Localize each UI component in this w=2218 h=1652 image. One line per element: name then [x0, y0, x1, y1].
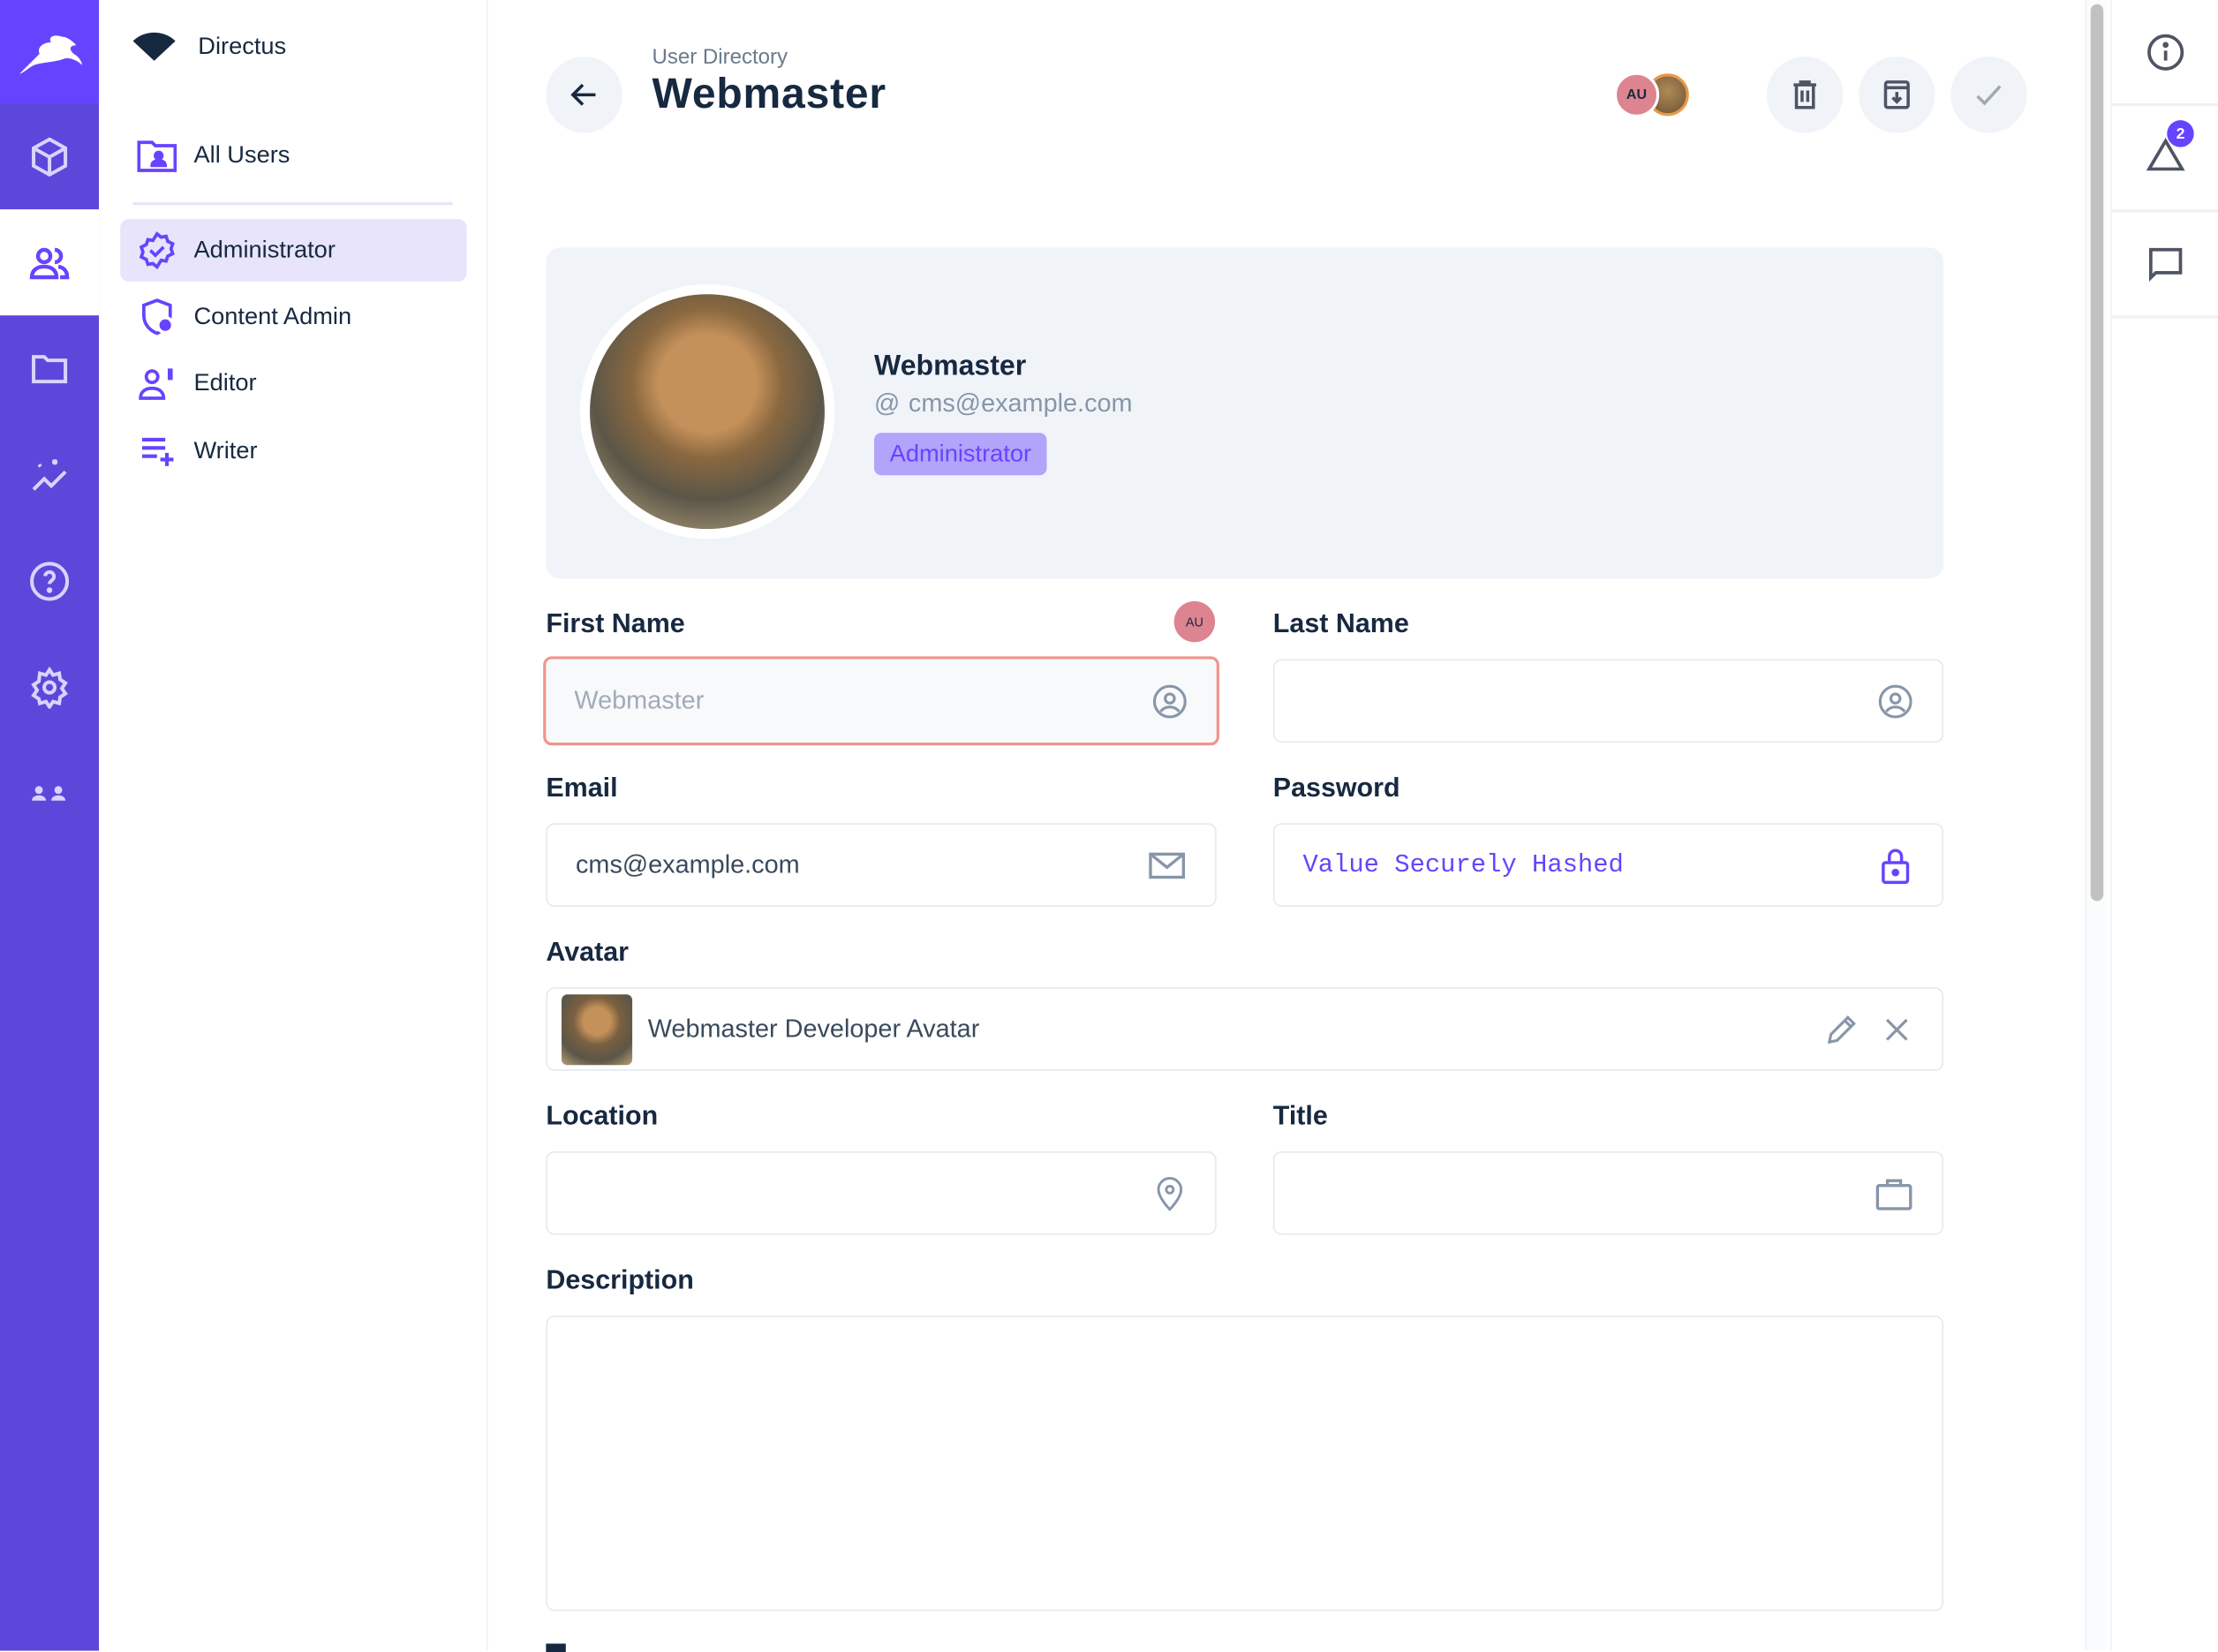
help-icon [30, 561, 70, 600]
settings-module[interactable] [0, 634, 99, 740]
user-name: Webmaster [874, 351, 1027, 382]
at-icon: @ [874, 388, 901, 418]
title-input[interactable] [1272, 1151, 1944, 1235]
description-textarea[interactable] [546, 1315, 1944, 1611]
change-history-icon [2146, 137, 2185, 171]
user-info-card: Webmaster @ cms@example.com Administrator [546, 247, 1944, 579]
scrollbar-track[interactable] [2085, 0, 2108, 1651]
project-logo-icon [132, 32, 176, 61]
last-name-input[interactable] [1272, 659, 1944, 743]
notification-badge: 2 [2167, 120, 2194, 147]
first-name-placeholder: Webmaster [574, 685, 705, 715]
avatar-label: Avatar [546, 938, 630, 968]
directus-logo[interactable] [0, 0, 100, 103]
content-module[interactable] [0, 103, 99, 209]
comments-button[interactable] [2111, 212, 2218, 319]
nav-role-editor[interactable]: Editor [120, 352, 466, 414]
avatar-thumbnail [561, 993, 633, 1065]
nav-all-users[interactable]: All Users [120, 124, 466, 186]
cube-icon [32, 136, 68, 177]
project-header[interactable]: Directus [132, 31, 287, 62]
folder-user-icon [137, 140, 177, 172]
visitors-module[interactable] [0, 740, 99, 846]
scrollbar-thumb[interactable] [2090, 4, 2104, 901]
files-module[interactable] [0, 315, 99, 421]
lock-icon [1882, 848, 1910, 884]
nav-label: All Users [193, 141, 290, 169]
avatar-filename: Webmaster Developer Avatar [647, 1014, 980, 1043]
role-badge[interactable]: Administrator [874, 433, 1047, 476]
account-circle-icon [1152, 683, 1187, 718]
edit-icon[interactable] [1823, 1011, 1860, 1048]
shield-user-icon [142, 298, 175, 336]
location-input[interactable] [546, 1151, 1217, 1235]
field-editor-avatar: AU [1173, 600, 1216, 643]
insights-icon [32, 458, 67, 490]
nav-label: Writer [193, 437, 258, 464]
nav-role-content-admin[interactable]: Content Admin [120, 286, 466, 348]
description-label: Description [546, 1265, 694, 1296]
page-title: Webmaster [652, 71, 886, 117]
users-icon [29, 246, 70, 279]
nav-label: Administrator [193, 236, 336, 263]
navigation-panel: Directus All Users Administrator Content… [99, 0, 488, 1651]
revisions-button[interactable]: 2 [2111, 106, 2218, 213]
breadcrumb[interactable]: User Directory [652, 45, 788, 70]
sidebar: 2 [2110, 0, 2218, 1651]
back-button[interactable] [546, 57, 622, 133]
password-value: Value Securely Hashed [1302, 850, 1624, 879]
next-field-label [546, 1643, 566, 1652]
email-input[interactable]: cms@example.com [546, 823, 1217, 907]
close-icon[interactable] [1880, 1012, 1913, 1045]
project-name: Directus [198, 32, 287, 60]
users-module[interactable] [0, 209, 100, 316]
password-label: Password [1272, 773, 1400, 803]
title-label: Title [1272, 1101, 1328, 1132]
location-pin-icon [1157, 1176, 1183, 1211]
user-email-line: @ cms@example.com [874, 389, 1133, 419]
first-name-label: First Name [546, 609, 685, 640]
delete-button[interactable] [1766, 57, 1844, 133]
visitors-icon [32, 785, 66, 800]
module-bar [0, 0, 100, 1651]
nav-role-administrator[interactable]: Administrator [120, 219, 467, 282]
settings-icon [31, 666, 68, 708]
check-icon [1976, 85, 2002, 106]
archive-button[interactable] [1859, 57, 1935, 133]
nav-label: Editor [193, 369, 257, 396]
divider [132, 202, 453, 206]
help-module[interactable] [0, 528, 99, 634]
info-icon [2147, 33, 2184, 71]
user-avatar [579, 284, 835, 539]
avatar-input[interactable]: Webmaster Developer Avatar [546, 987, 1944, 1071]
last-name-label: Last Name [1272, 609, 1409, 640]
trash-icon [1793, 80, 1816, 109]
briefcase-icon [1875, 1178, 1912, 1210]
arrow-back-icon [570, 83, 596, 106]
first-name-input[interactable]: Webmaster [543, 656, 1219, 746]
location-label: Location [546, 1101, 659, 1132]
user-email: cms@example.com [908, 388, 1133, 418]
insights-module[interactable] [0, 421, 99, 527]
email-label: Email [546, 773, 618, 803]
nav-label: Content Admin [193, 302, 352, 330]
playlist-add-icon [142, 437, 174, 466]
folder-icon [32, 354, 68, 383]
save-button[interactable] [1950, 57, 2027, 133]
rabbit-icon [19, 34, 82, 73]
verified-badge-icon [139, 231, 175, 270]
nav-role-writer[interactable]: Writer [120, 420, 466, 482]
comment-icon [2148, 247, 2183, 282]
password-input[interactable]: Value Securely Hashed [1272, 823, 1944, 907]
person-alert-icon [139, 368, 173, 400]
account-circle-icon [1878, 683, 1912, 718]
presence-avatar[interactable]: AU [1613, 72, 1660, 117]
info-button[interactable] [2111, 0, 2218, 107]
email-value: cms@example.com [576, 849, 800, 879]
mail-icon [1149, 851, 1186, 879]
archive-icon [1883, 80, 1910, 109]
